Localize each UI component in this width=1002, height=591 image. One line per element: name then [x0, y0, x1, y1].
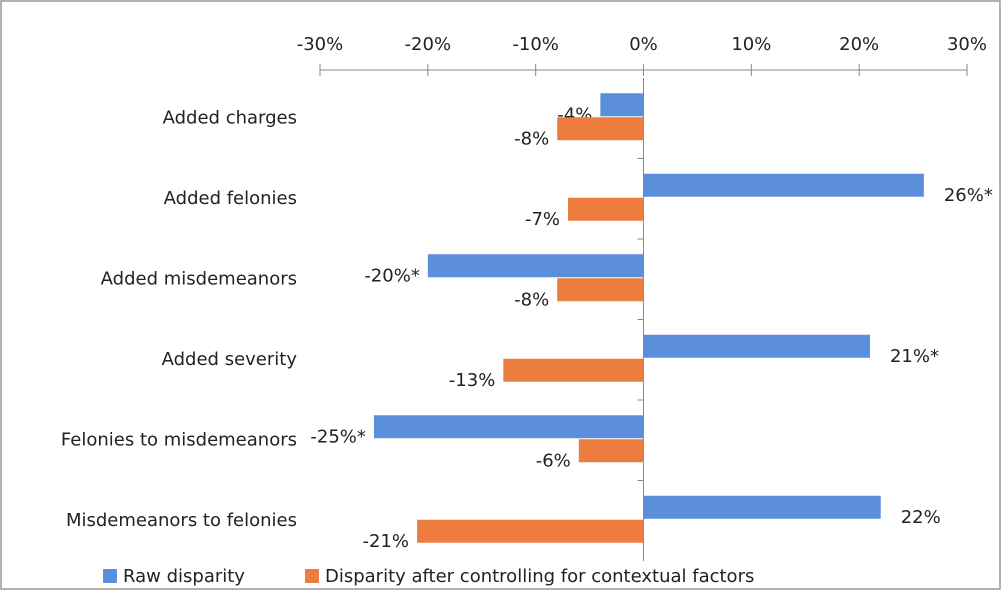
data-label: 26%* — [944, 185, 993, 206]
x-tick-label: -30% — [297, 34, 344, 55]
bar — [417, 519, 644, 543]
data-label: -6% — [536, 450, 571, 471]
bar — [427, 254, 644, 278]
data-label: -8% — [514, 128, 549, 149]
category-label: Misdemeanors to felonies — [66, 510, 297, 531]
legend-swatch — [103, 569, 117, 583]
x-tick-label: 30% — [947, 34, 987, 55]
bar — [578, 439, 644, 463]
legend-swatch — [304, 569, 319, 583]
category-label: Added misdemeanors — [101, 268, 297, 289]
data-label: -25%* — [310, 426, 366, 447]
data-label: -7% — [525, 209, 560, 230]
x-tick-label: 20% — [839, 34, 879, 55]
x-tick-label: -20% — [405, 34, 452, 55]
bar — [643, 334, 870, 358]
x-tick-label: -10% — [512, 34, 559, 55]
bar — [557, 278, 644, 302]
bar — [503, 358, 644, 382]
bar — [557, 117, 644, 141]
bar — [373, 415, 644, 439]
category-label: Felonies to misdemeanors — [61, 429, 297, 450]
data-label: -8% — [514, 289, 549, 310]
category-label: Added felonies — [164, 188, 297, 209]
data-label: -21% — [363, 531, 410, 552]
x-tick-label: 0% — [629, 34, 658, 55]
data-label: 21%* — [890, 346, 939, 367]
x-tick-label: 10% — [731, 34, 771, 55]
data-label: 22% — [901, 507, 941, 528]
legend-label: Disparity after controlling for contextu… — [325, 566, 754, 587]
bar — [643, 495, 881, 519]
bar — [568, 197, 644, 221]
data-label: -20%* — [364, 265, 420, 286]
data-label: -13% — [449, 370, 496, 391]
bar — [600, 93, 644, 117]
bar — [643, 173, 924, 197]
legend-label: Raw disparity — [123, 566, 245, 587]
category-label: Added charges — [163, 107, 297, 128]
category-label: Added severity — [162, 349, 298, 370]
